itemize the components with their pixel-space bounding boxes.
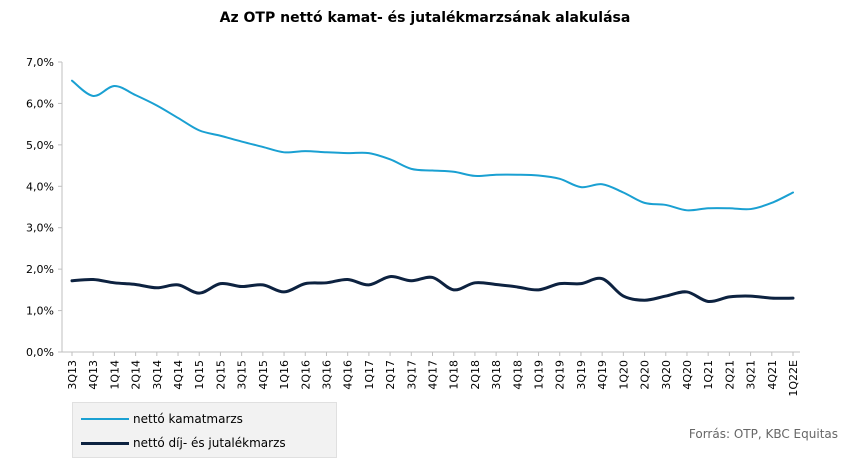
x-tick-label: 1Q17 — [363, 360, 376, 390]
chart-title: Az OTP nettó kamat- és jutalékmarzsának … — [219, 10, 631, 26]
legend-label-jutalekmarzs: nettó díj- és jutalékmarzs — [133, 436, 286, 450]
x-tick-label: 4Q13 — [87, 360, 100, 390]
x-tick-label: 3Q14 — [151, 360, 164, 390]
x-tick-label: 4Q19 — [596, 360, 609, 390]
x-tick-label: 3Q21 — [745, 360, 758, 390]
x-tick-label: 3Q17 — [405, 360, 418, 390]
y-tick-label: 2,0% — [26, 263, 54, 276]
x-tick-label: 4Q16 — [342, 360, 355, 390]
x-tick-label: 1Q21 — [702, 360, 715, 390]
x-tick-label: 3Q18 — [490, 360, 503, 390]
x-tick-label: 1Q15 — [193, 360, 206, 390]
x-tick-label: 1Q20 — [617, 360, 630, 390]
x-tick-label: 2Q19 — [554, 360, 567, 390]
chart-axes: 0,0% 1,0% 2,0% 3,0% 4,0% 5,0% 6,0% 7,0% 3Q13 4Q13… — [26, 56, 800, 397]
x-tick-label: 2Q21 — [723, 360, 736, 390]
x-tick-label: 2Q17 — [384, 360, 397, 390]
legend-swatch-jutalekmarzs — [81, 441, 129, 445]
x-tick-label: 4Q20 — [681, 360, 694, 390]
legend-label-kamatmarzs: nettó kamatmarzs — [133, 412, 243, 426]
series-line-jutalekmarzs — [70, 275, 795, 304]
legend-item-jutalekmarzs: nettó díj- és jutalékmarzs — [81, 433, 286, 453]
chart-legend: nettó kamatmarzs nettó díj- és jutalékma… — [72, 402, 337, 458]
y-tick-label: 5,0% — [26, 139, 54, 152]
x-tick-label: 2Q15 — [214, 360, 227, 390]
legend-swatch-kamatmarzs — [81, 418, 129, 420]
source-note: Forrás: OTP, KBC Equitas — [688, 427, 838, 441]
x-tick-label: 2Q16 — [299, 360, 312, 390]
x-tick-label: 2Q18 — [469, 360, 482, 390]
series-line-kamatmarzs — [71, 79, 794, 212]
x-tick-label: 1Q18 — [448, 360, 461, 390]
y-tick-label: 0,0% — [26, 346, 54, 359]
y-tick-label: 4,0% — [26, 180, 54, 193]
x-tick-label: 4Q14 — [172, 360, 185, 390]
y-tick-label: 1,0% — [26, 305, 54, 318]
y-tick-label: 3,0% — [26, 222, 54, 235]
line-chart: 0,0% 1,0% 2,0% 3,0% 4,0% 5,0% 6,0% 7,0% 3Q13 4Q13… — [26, 56, 800, 397]
x-tick-label: 4Q21 — [766, 360, 779, 390]
x-tick-label: 1Q19 — [533, 360, 546, 390]
x-tick-label: 3Q13 — [66, 360, 79, 390]
x-tick-label: 3Q20 — [660, 360, 673, 390]
x-tick-label: 1Q14 — [108, 360, 121, 390]
x-tick-label: 1Q16 — [278, 360, 291, 390]
y-tick-label: 7,0% — [26, 56, 54, 69]
chart-series — [70, 79, 795, 304]
legend-item-kamatmarzs: nettó kamatmarzs — [81, 409, 243, 429]
x-tick-label: 4Q18 — [511, 360, 524, 390]
x-tick-label: 3Q16 — [320, 360, 333, 390]
x-tick-label: 2Q20 — [639, 360, 652, 390]
x-tick-label: 1Q22E — [787, 360, 800, 397]
x-tick-label: 2Q14 — [130, 360, 143, 390]
x-tick-label: 4Q17 — [427, 360, 440, 390]
x-tick-label: 3Q19 — [575, 360, 588, 390]
x-tick-label: 3Q15 — [236, 360, 249, 390]
y-tick-label: 6,0% — [26, 97, 54, 110]
x-tick-label: 4Q15 — [257, 360, 270, 390]
